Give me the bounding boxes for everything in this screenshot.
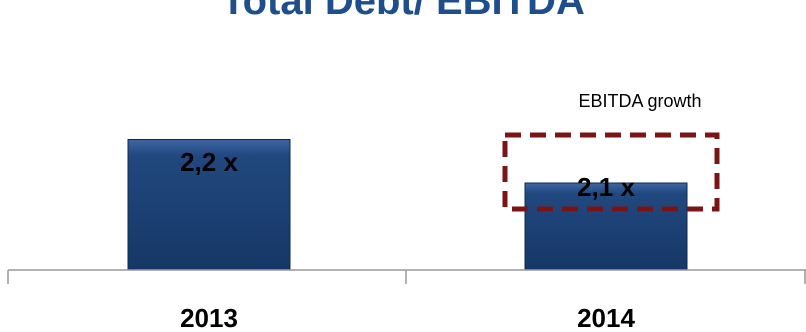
data-label-2013: 2,2 x [180,147,238,177]
bar-2013 [127,139,291,271]
x-axis: 2013 2014 [7,269,806,332]
annotation-label: EBITDA growth [578,91,701,111]
x-tick-label-2013: 2013 [180,303,238,332]
bar-2014 [524,182,688,271]
annotation-dashed-box [502,132,720,212]
chart-marks: 2,2 x 2,1 x [127,132,720,271]
data-label-2014: 2,1 x [577,172,635,202]
x-tick-label-2014: 2014 [577,303,635,332]
chart-title: Total Debt/ EBITDA [221,0,585,23]
